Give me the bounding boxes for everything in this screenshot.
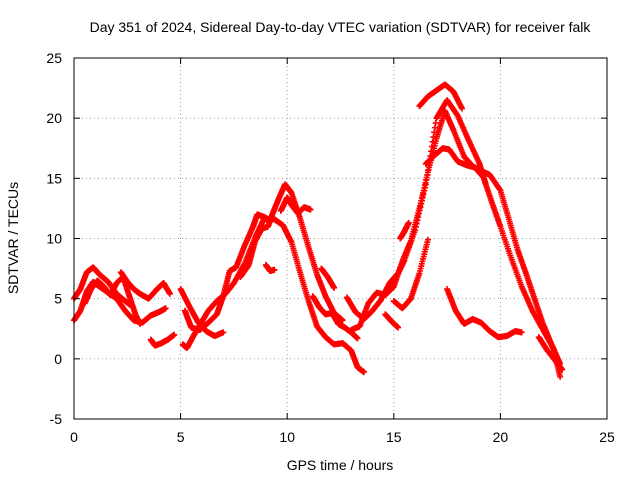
y-tick-label: 15 xyxy=(46,170,62,186)
series-track-15 xyxy=(416,81,466,112)
y-axis-label: SDTVAR / TECUs xyxy=(5,182,21,294)
axis-ticks xyxy=(73,57,608,420)
data-point xyxy=(339,317,346,324)
y-tick-label: 10 xyxy=(46,231,62,247)
series-track-4 xyxy=(117,269,173,302)
x-tick-label: 15 xyxy=(386,429,402,445)
data-point xyxy=(331,284,338,291)
data-point xyxy=(162,305,169,312)
x-tick-label: 0 xyxy=(70,429,78,445)
data-point xyxy=(395,324,402,331)
data-point xyxy=(459,105,466,112)
y-tick-label: 20 xyxy=(46,110,62,126)
series-track-6 xyxy=(179,216,367,376)
grid-lines xyxy=(74,58,607,419)
data-point xyxy=(307,206,314,213)
y-tick-labels: -5 0 5 10 15 20 25 xyxy=(46,50,62,427)
data-point xyxy=(360,369,367,376)
y-tick-label: 0 xyxy=(54,351,62,367)
data-point xyxy=(405,219,412,226)
series-track-17 xyxy=(390,236,431,312)
data-point xyxy=(518,329,525,336)
data-point xyxy=(271,266,278,273)
series-track-18 xyxy=(444,286,525,341)
series-track-12 xyxy=(318,265,338,291)
y-tick-label: -5 xyxy=(50,411,63,427)
series-track-19 xyxy=(397,219,412,242)
series-track-22 xyxy=(309,293,361,342)
x-tick-label: 5 xyxy=(177,429,185,445)
data-point xyxy=(171,331,178,338)
series-track-8 xyxy=(181,211,272,333)
series-track-11 xyxy=(277,194,314,217)
data-point xyxy=(137,320,144,327)
data-point xyxy=(557,373,564,380)
series-track-20 xyxy=(535,334,566,373)
x-tick-label: 10 xyxy=(279,429,295,445)
chart-title: Day 351 of 2024, Sidereal Day-to-day VTE… xyxy=(90,19,592,35)
data-point xyxy=(424,236,431,243)
y-tick-label: 5 xyxy=(54,291,62,307)
data-point xyxy=(166,290,173,297)
data-points xyxy=(71,81,566,380)
x-tick-label: 25 xyxy=(599,429,615,445)
series-track-5 xyxy=(147,331,178,349)
series-track-14 xyxy=(348,107,564,367)
data-point xyxy=(220,329,227,336)
x-tick-labels: 0 5 10 15 20 25 xyxy=(70,429,615,445)
data-point xyxy=(354,335,361,342)
x-axis-label: GPS time / hours xyxy=(287,457,394,473)
x-tick-label: 20 xyxy=(493,429,509,445)
series-track-10 xyxy=(262,261,278,274)
data-point xyxy=(559,366,566,373)
plot-frame xyxy=(73,57,608,420)
series-track-2 xyxy=(71,264,135,309)
y-tick-label: 25 xyxy=(46,50,62,66)
series-track-21 xyxy=(382,311,402,331)
series-track-16 xyxy=(422,145,564,380)
